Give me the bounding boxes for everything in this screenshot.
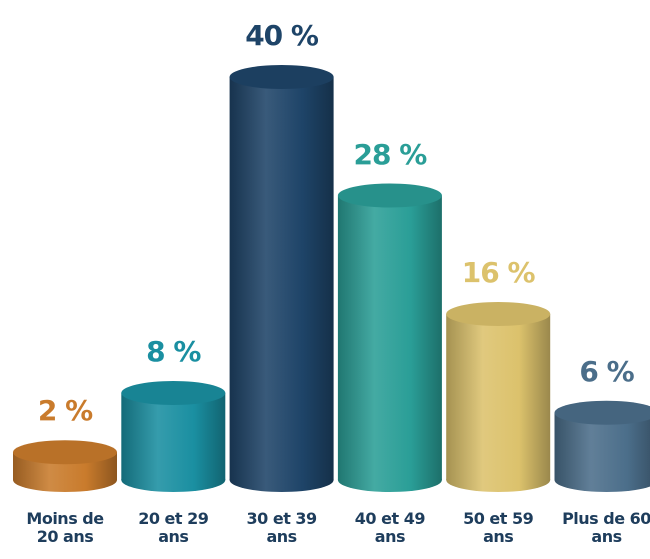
value-label: 8 % [146,335,201,368]
bar-top [337,183,442,208]
x-tick-label: 20 et 29 ans [138,509,209,546]
x-tick-label: 50 et 59 ans [463,509,534,546]
value-label: 16 % [461,256,536,289]
value-label: 2 % [37,394,93,428]
bar [121,393,226,480]
x-tick-label: 30 et 39 ans [246,509,318,546]
value-label: 40 % [245,19,319,52]
bar-top [13,440,117,465]
bar-top [554,400,650,425]
bar-top [229,65,334,89]
bar [229,77,334,480]
x-tick-label: Moins de 20 ans [26,509,104,546]
bar-top [121,381,226,405]
x-tick-label: Plus de 60 ans [562,509,650,546]
x-tick-label: 40 et 49 ans [354,509,426,546]
value-label: 28 % [353,137,428,171]
bar [446,314,551,480]
value-label: 6 % [579,354,634,388]
bar-top [446,302,551,326]
bar [337,195,442,480]
